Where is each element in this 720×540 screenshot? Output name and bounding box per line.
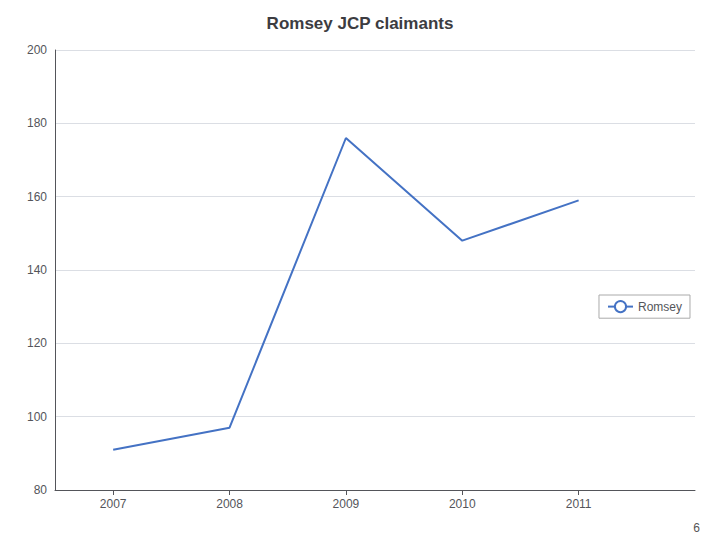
svg-text:2010: 2010 xyxy=(449,497,476,511)
svg-text:2008: 2008 xyxy=(216,497,243,511)
svg-text:160: 160 xyxy=(27,190,47,204)
svg-text:2011: 2011 xyxy=(566,497,592,511)
svg-text:80: 80 xyxy=(34,483,48,497)
svg-text:200: 200 xyxy=(27,43,47,57)
svg-text:180: 180 xyxy=(27,116,47,130)
svg-text:Romsey JCP claimants: Romsey JCP claimants xyxy=(267,14,454,33)
svg-text:120: 120 xyxy=(27,336,47,350)
svg-text:6: 6 xyxy=(693,521,700,535)
svg-text:100: 100 xyxy=(27,410,47,424)
svg-text:140: 140 xyxy=(27,263,47,277)
svg-text:2009: 2009 xyxy=(333,497,360,511)
svg-text:Romsey: Romsey xyxy=(638,300,682,314)
svg-text:2007: 2007 xyxy=(100,497,127,511)
